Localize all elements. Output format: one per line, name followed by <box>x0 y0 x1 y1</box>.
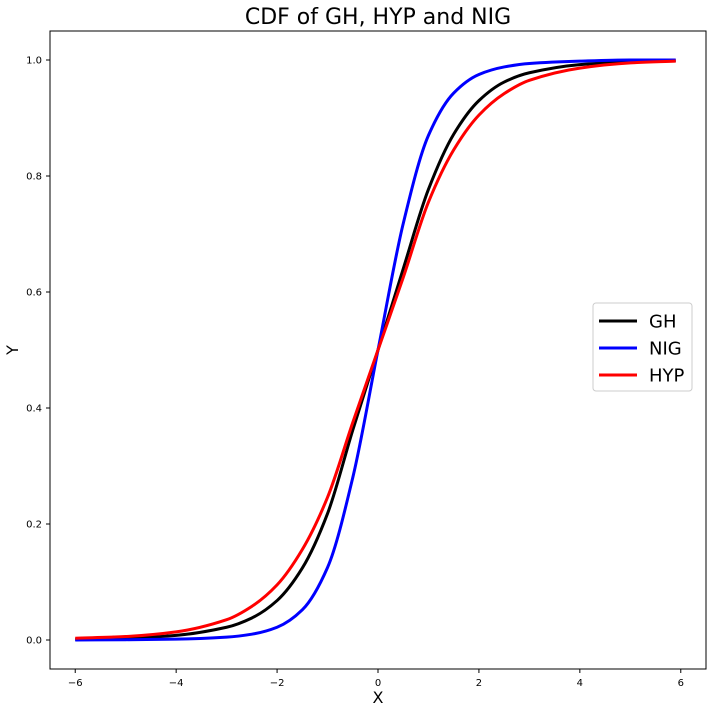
y-tick-label: 0.8 <box>26 172 42 183</box>
x-tick-label: −4 <box>169 678 184 689</box>
x-tick-label: 6 <box>678 678 684 689</box>
x-tick-label: 2 <box>476 678 482 689</box>
legend-box <box>592 302 693 392</box>
y-tick-label: 0.2 <box>26 520 42 531</box>
series-line-gh <box>75 59 676 641</box>
y-axis: 0.0 0.2 0.4 0.6 0.8 1.0 <box>26 56 50 647</box>
legend: GH NIG HYP <box>592 302 693 392</box>
series-line-hyp <box>75 59 676 640</box>
series-lines <box>75 58 676 642</box>
series-line-nig <box>75 58 676 642</box>
legend-label-nig: NIG <box>649 339 682 360</box>
x-tick-label: 4 <box>577 678 583 689</box>
y-tick-label: 1.0 <box>26 56 42 67</box>
legend-label-hyp: HYP <box>649 366 685 387</box>
legend-label-gh: GH <box>649 312 676 333</box>
y-tick-label: 0.6 <box>26 288 42 299</box>
x-axis-label: X <box>373 688 384 707</box>
y-tick-label: 0.0 <box>26 636 42 647</box>
x-tick-label: 0 <box>375 678 381 689</box>
y-axis-label: Y <box>3 345 22 356</box>
y-tick-label: 0.4 <box>26 404 42 415</box>
chart-title: CDF of GH, HYP and NIG <box>245 5 511 30</box>
x-axis: −6 −4 −2 0 2 4 6 <box>68 669 684 689</box>
x-tick-label: −2 <box>270 678 285 689</box>
x-tick-label: −6 <box>68 678 83 689</box>
